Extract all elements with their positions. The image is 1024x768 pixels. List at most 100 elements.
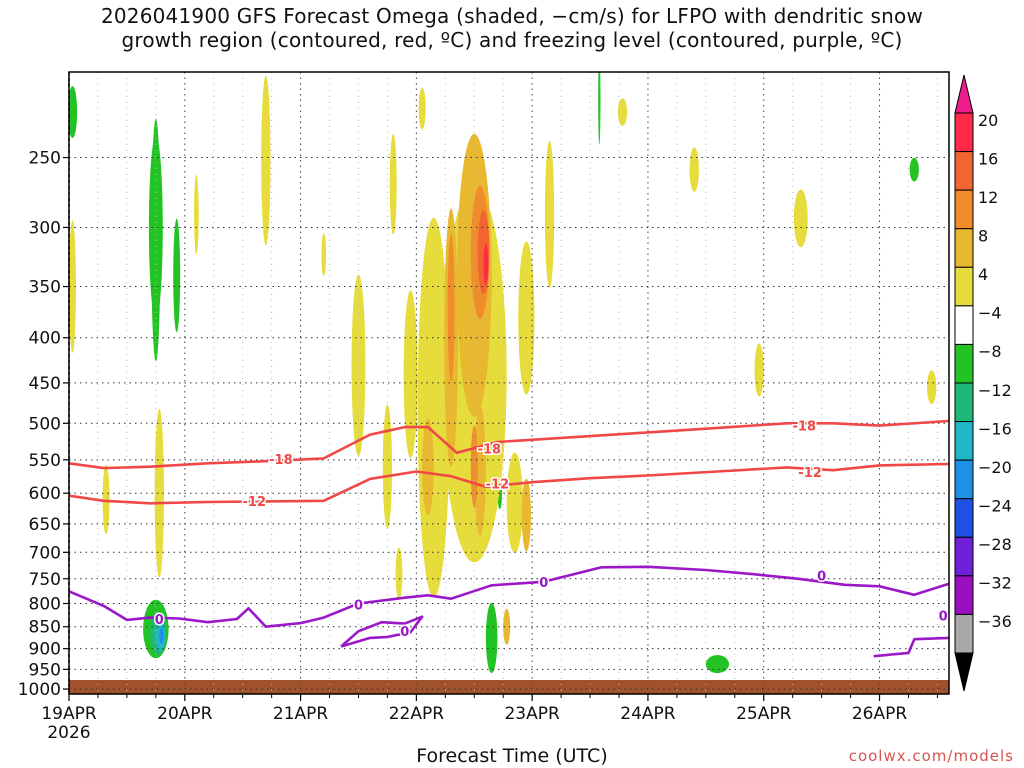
colorbar-label-4: 4 xyxy=(978,265,988,284)
colorbar-swatch-1 xyxy=(954,151,974,191)
contour-freezing_pocket xyxy=(340,615,424,648)
colorbar-swatch-5 xyxy=(954,305,974,345)
colorbar-label-9: −20 xyxy=(978,458,1012,477)
y-tick-label-300: 300 xyxy=(29,218,61,238)
colorbar-label-10: −24 xyxy=(978,497,1012,516)
y-tick-label-400: 400 xyxy=(29,329,61,349)
x-tick-label-4: 23APR xyxy=(504,704,560,724)
y-tick-label-350: 350 xyxy=(29,278,61,298)
x-tick-label-1: 20APR xyxy=(157,704,213,724)
omega-region-42 xyxy=(447,234,455,382)
colorbar-swatch-0 xyxy=(954,112,974,153)
y-tick-label-600: 600 xyxy=(29,484,61,504)
chart-title: 2026041900 GFS Forecast Omega (shaded, −… xyxy=(100,4,924,52)
x-axis-label: Forecast Time (UTC) xyxy=(416,745,608,767)
omega-region-5 xyxy=(909,157,919,182)
colorbar-swatch-9 xyxy=(954,459,974,500)
y-tick-label-650: 650 xyxy=(29,515,61,535)
y-tick-label-850: 850 xyxy=(29,618,61,638)
omega-region-6 xyxy=(485,602,498,674)
colorbar-swatch-3 xyxy=(954,228,974,268)
omega-region-18 xyxy=(351,274,366,457)
colorbar-swatch-8 xyxy=(954,421,974,461)
contour-label-dgz_minus12-1: -12 xyxy=(486,477,510,492)
omega-region-27 xyxy=(506,452,523,553)
y-tick-label-450: 450 xyxy=(29,374,61,394)
omega-region-19 xyxy=(321,233,327,277)
colorbar-label-7: −12 xyxy=(978,381,1012,400)
contour-label-freezing_main-3: 0 xyxy=(817,570,826,585)
omega-region-37 xyxy=(474,405,486,536)
colorbar-label-0: 20 xyxy=(978,111,998,130)
colorbar-label-3: 8 xyxy=(978,227,988,246)
contour-label-freezing_pocket-0: 0 xyxy=(400,625,409,640)
colorbar-label-8: −16 xyxy=(978,419,1012,438)
colorbar-swatch-11 xyxy=(954,536,974,577)
colorbar-swatch-13 xyxy=(954,613,974,654)
omega-region-17 xyxy=(261,75,271,246)
omega-region-8 xyxy=(705,655,730,674)
contour-label-freezing_right-0: 0 xyxy=(939,609,948,624)
colorbar-swatch-6 xyxy=(954,343,974,384)
y-tick-label-900: 900 xyxy=(29,640,61,660)
omega-region-20 xyxy=(389,133,397,235)
x-tick-label-0: 19APR xyxy=(41,704,97,724)
colorbar-swatch-10 xyxy=(954,498,974,538)
contour-dgz_minus12 xyxy=(69,462,949,505)
x-tick-label-5: 24APR xyxy=(620,704,676,724)
x-tick-label-2: 21APR xyxy=(273,704,329,724)
omega-region-34 xyxy=(418,87,426,130)
omega-region-15 xyxy=(154,408,164,578)
contour-label-dgz_minus12-2: -12 xyxy=(798,466,822,481)
colorbar-top-arrow xyxy=(954,74,974,114)
y-tick-label-950: 950 xyxy=(29,660,61,680)
omega-region-45 xyxy=(483,243,489,285)
y-tick-label-700: 700 xyxy=(29,543,61,563)
colorbar-bottom-arrow xyxy=(954,652,974,692)
y-tick-label-1000: 1000 xyxy=(18,680,61,700)
colorbar-swatch-12 xyxy=(954,575,974,615)
colorbar-label-2: 12 xyxy=(978,188,998,207)
omega-region-14 xyxy=(102,464,110,535)
omega-region-40 xyxy=(503,608,511,645)
y-tick-label-750: 750 xyxy=(29,570,61,590)
contour-label-dgz_minus18-0: -18 xyxy=(269,453,293,468)
contour-label-dgz_minus18-1: -18 xyxy=(478,443,502,458)
contour-label-dgz_minus12-0: -12 xyxy=(243,495,267,510)
contour-dgz_minus18 xyxy=(69,419,949,470)
colorbar-label-13: −36 xyxy=(978,612,1012,631)
omega-region-16 xyxy=(194,174,199,255)
contour-freezing_right xyxy=(873,636,949,658)
colorbar-swatch-2 xyxy=(954,189,974,230)
omega-region-13 xyxy=(69,220,76,353)
colorbar-label-12: −32 xyxy=(978,574,1012,593)
contour-label-freezing_main-1: 0 xyxy=(354,598,363,613)
omega-region-43 xyxy=(470,425,478,508)
omega-region-39 xyxy=(422,418,434,515)
colorbar: 20 16 12 8 4 −4 −8 −12 −16 −20 −24 −28 −32 −36 xyxy=(954,74,1012,692)
y-tick-label-550: 550 xyxy=(29,451,61,471)
omega-region-21 xyxy=(403,290,418,459)
omega-region-3 xyxy=(69,86,78,138)
surface-band xyxy=(69,680,949,694)
omega-region-32 xyxy=(754,343,764,397)
omega-region-28 xyxy=(395,547,403,600)
contour-label-dgz_minus18-2: -18 xyxy=(793,420,817,435)
omega-region-2 xyxy=(173,218,181,333)
y-tick-label-250: 250 xyxy=(29,149,61,169)
omega-region-38 xyxy=(521,478,531,552)
omega-region-12 xyxy=(159,627,164,644)
colorbar-label-1: 16 xyxy=(978,149,998,168)
credit-text: coolwx.com/models xyxy=(848,747,1014,765)
omega-region-4 xyxy=(598,72,601,145)
omega-region-26 xyxy=(544,140,555,289)
x-tick-label-3: 22APR xyxy=(389,704,445,724)
omega-region-29 xyxy=(617,98,628,126)
x-tick-sublabel-0: 2026 xyxy=(47,723,90,743)
contour-label-freezing_main-0: 0 xyxy=(155,613,164,628)
x-tick-label-7: 26APR xyxy=(852,704,908,724)
omega-region-31 xyxy=(793,189,808,248)
y-tick-label-800: 800 xyxy=(29,594,61,614)
omega-region-22 xyxy=(382,404,393,529)
